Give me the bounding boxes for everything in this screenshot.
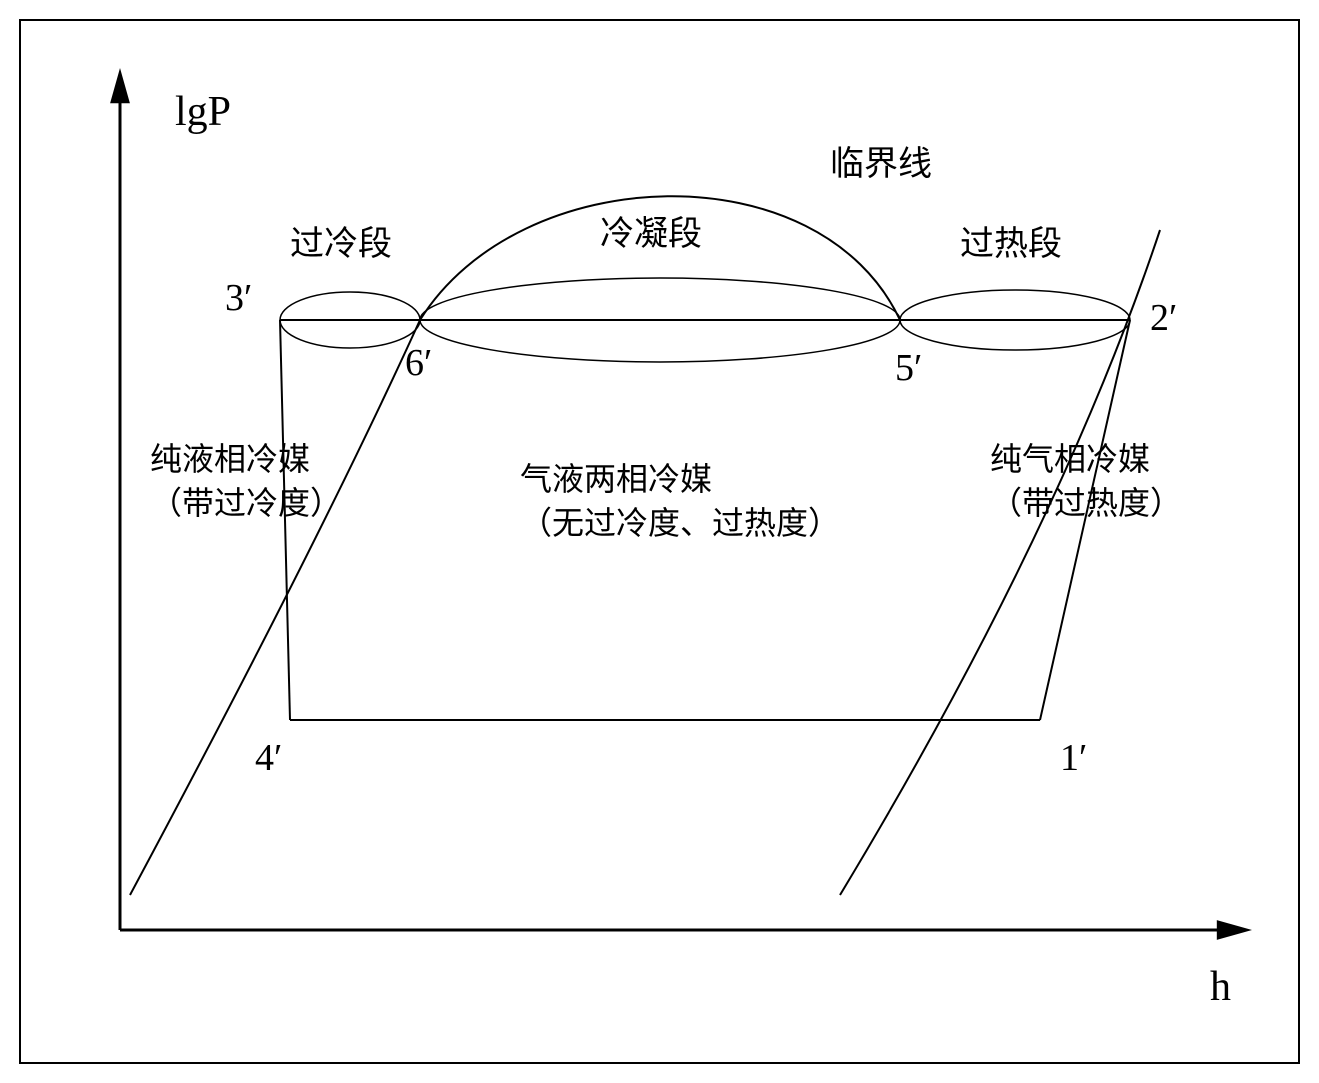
point-label-p3: 3′ <box>225 277 252 319</box>
twophase-region-label-line1: 气液两相冷媒 <box>520 461 712 497</box>
y-axis-label: lgP <box>175 89 231 135</box>
twophase-region-label-line2: （无过冷度、过热度） <box>520 505 840 541</box>
point-label-p6: 6′ <box>405 342 432 384</box>
subcool-label: 过冷段 <box>290 225 392 263</box>
superheat-label: 过热段 <box>960 225 1062 263</box>
condense-label: 冷凝段 <box>600 215 702 253</box>
point-label-p5: 5′ <box>895 347 922 389</box>
outer-frame <box>20 20 1299 1063</box>
vapor-region-label-line2: （带过热度） <box>990 485 1182 521</box>
ph-diagram: lgP h 3′ 6′ 5′ 2′ 4′ 1′ 临界线过冷段 冷凝段 过热段纯液相冷媒 （带过冷度） 气… <box>0 0 1319 1083</box>
point-label-p4: 4′ <box>255 737 282 779</box>
liquid-region-label-line1: 纯液相冷媒 <box>150 441 310 477</box>
vapor-region-label-line1: 纯气相冷媒 <box>990 441 1150 477</box>
liquid-region-label-line2: （带过冷度） <box>150 485 342 521</box>
critical-label: 临界线 <box>830 145 932 183</box>
point-label-p1: 1′ <box>1060 737 1087 779</box>
point-label-p2: 2′ <box>1150 297 1177 339</box>
x-axis-label: h <box>1210 964 1231 1010</box>
